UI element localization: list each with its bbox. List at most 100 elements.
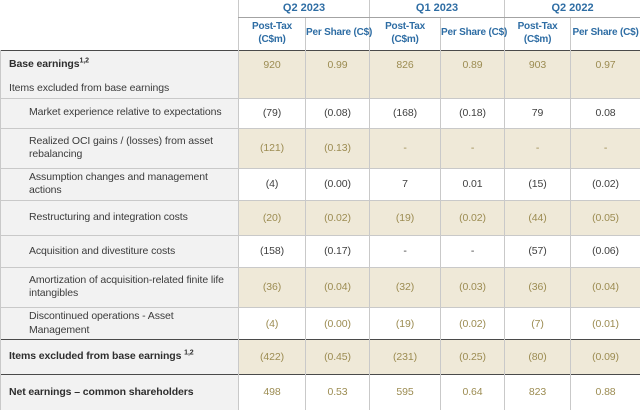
value-cell xyxy=(239,80,306,98)
value-cell: - xyxy=(571,128,640,168)
value-cell: - xyxy=(370,128,441,168)
value-cell: 0.53 xyxy=(306,375,370,410)
value-cell xyxy=(505,80,571,98)
table-row: Restructuring and integration costs(20)(… xyxy=(1,200,640,235)
quarter-header: Q2 2022 xyxy=(505,0,640,17)
table-row: Items excluded from base earnings 1,2(42… xyxy=(1,340,640,375)
value-cell: (0.13) xyxy=(306,128,370,168)
value-cell: (0.02) xyxy=(441,200,505,235)
quarter-header: Q1 2023 xyxy=(370,0,505,17)
table-row: Items excluded from base earnings xyxy=(1,80,640,98)
value-cell: (19) xyxy=(370,307,441,339)
row-label: Amortization of acquisition-related fini… xyxy=(1,267,239,307)
value-cell: (422) xyxy=(239,340,306,375)
value-cell xyxy=(571,80,640,98)
value-cell: (0.02) xyxy=(571,168,640,200)
value-cell: (80) xyxy=(505,340,571,375)
value-cell: (0.00) xyxy=(306,168,370,200)
value-cell xyxy=(306,80,370,98)
footnote-superscript: 1,2 xyxy=(184,350,193,357)
value-cell: (0.02) xyxy=(306,200,370,235)
row-label: Net earnings – common shareholders xyxy=(1,375,239,410)
corner-cell xyxy=(1,17,239,50)
table-row: Acquisition and divestiture costs(158)(0… xyxy=(1,235,640,267)
value-cell: 0.97 xyxy=(571,50,640,80)
value-cell: (121) xyxy=(239,128,306,168)
value-cell: (0.00) xyxy=(306,307,370,339)
value-cell: 920 xyxy=(239,50,306,80)
row-label: Discontinued operations - Asset Manageme… xyxy=(1,307,239,339)
value-cell: - xyxy=(441,128,505,168)
value-cell: 498 xyxy=(239,375,306,410)
value-cell: (0.06) xyxy=(571,235,640,267)
value-cell: 0.99 xyxy=(306,50,370,80)
value-cell xyxy=(370,80,441,98)
value-cell: - xyxy=(505,128,571,168)
value-cell: (0.04) xyxy=(571,267,640,307)
value-cell: 0.08 xyxy=(571,98,640,128)
value-cell: (7) xyxy=(505,307,571,339)
per-share-column-header: Per Share (C$) xyxy=(441,17,505,50)
value-cell: (32) xyxy=(370,267,441,307)
value-cell: (4) xyxy=(239,307,306,339)
value-cell: (36) xyxy=(239,267,306,307)
footnote-superscript: 1,2 xyxy=(79,58,88,65)
table-row: Amortization of acquisition-related fini… xyxy=(1,267,640,307)
row-label: Market experience relative to expectatio… xyxy=(1,98,239,128)
value-cell: (15) xyxy=(505,168,571,200)
row-label: Restructuring and integration costs xyxy=(1,200,239,235)
value-cell: (0.17) xyxy=(306,235,370,267)
value-cell: 903 xyxy=(505,50,571,80)
value-cell: - xyxy=(370,235,441,267)
table-row: Realized OCI gains / (losses) from asset… xyxy=(1,128,640,168)
value-cell: (0.05) xyxy=(571,200,640,235)
value-cell: 826 xyxy=(370,50,441,80)
value-cell: 0.01 xyxy=(441,168,505,200)
value-cell: (158) xyxy=(239,235,306,267)
value-cell: (0.01) xyxy=(571,307,640,339)
post-tax-column-header: Post-Tax (C$m) xyxy=(505,17,571,50)
value-cell: (4) xyxy=(239,168,306,200)
value-cell: - xyxy=(441,235,505,267)
value-cell: 823 xyxy=(505,375,571,410)
table-row: Market experience relative to expectatio… xyxy=(1,98,640,128)
value-cell: (79) xyxy=(239,98,306,128)
per-share-column-header: Per Share (C$) xyxy=(571,17,640,50)
value-cell xyxy=(441,80,505,98)
value-cell: (19) xyxy=(370,200,441,235)
value-cell: 0.88 xyxy=(571,375,640,410)
value-cell: (0.04) xyxy=(306,267,370,307)
value-cell: (44) xyxy=(505,200,571,235)
value-cell: (0.08) xyxy=(306,98,370,128)
value-cell: 7 xyxy=(370,168,441,200)
value-cell: 79 xyxy=(505,98,571,128)
row-label: Items excluded from base earnings 1,2 xyxy=(1,340,239,375)
row-label: Realized OCI gains / (losses) from asset… xyxy=(1,128,239,168)
per-share-column-header: Per Share (C$) xyxy=(306,17,370,50)
value-cell: (0.03) xyxy=(441,267,505,307)
value-cell: (0.45) xyxy=(306,340,370,375)
row-label: Assumption changes and management action… xyxy=(1,168,239,200)
quarter-header: Q2 2023 xyxy=(239,0,370,17)
corner-cell xyxy=(1,0,239,17)
value-cell: 595 xyxy=(370,375,441,410)
value-cell: (0.02) xyxy=(441,307,505,339)
value-cell: (20) xyxy=(239,200,306,235)
row-label: Items excluded from base earnings xyxy=(1,80,239,98)
post-tax-column-header: Post-Tax (C$m) xyxy=(370,17,441,50)
row-label: Base earnings1,2 xyxy=(1,50,239,80)
value-cell: (57) xyxy=(505,235,571,267)
value-cell: (231) xyxy=(370,340,441,375)
value-cell: (0.18) xyxy=(441,98,505,128)
row-label: Acquisition and divestiture costs xyxy=(1,235,239,267)
table-row: Discontinued operations - Asset Manageme… xyxy=(1,307,640,339)
value-cell: (0.25) xyxy=(441,340,505,375)
value-cell: 0.64 xyxy=(441,375,505,410)
table-row: Assumption changes and management action… xyxy=(1,168,640,200)
